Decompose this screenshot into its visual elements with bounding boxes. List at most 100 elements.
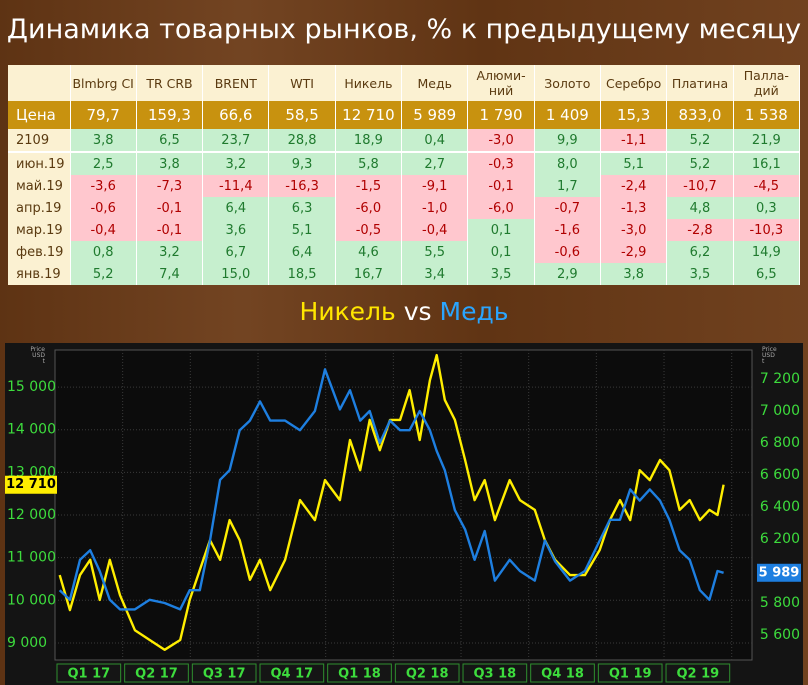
column-header: Золото [534,65,602,101]
y2-tick-label: 7 200 [760,371,800,387]
column-header: BRENT [202,65,270,101]
table-cell: 21,9 [733,129,801,153]
quarter-box [124,663,189,683]
column-header: Blmbrg CI [70,65,137,101]
table-row: май.19 -3,6 -7,3 -11,4 -16,3 -1,5 -9,1 -0,1 1,7-… [8,175,801,197]
table-cell: 6,5 [136,129,204,153]
table-cell: 16,7 [335,263,403,285]
y-tick-label: 12 000 [7,507,56,523]
last-value-label: 12 710 [6,477,56,492]
y2-tick-label: 6 200 [760,531,800,547]
table-cell: -0,3 [467,152,535,175]
table-cell: 3,2 [136,241,204,263]
x-tick-label: Q2 19 [677,667,720,682]
table-cell: 1,7 [534,175,602,197]
table-cell: 5,5 [401,241,469,263]
table-cell: -6,0 [335,197,403,219]
table-cell: 6,5 [733,263,801,285]
table-cell: 15,3 [600,101,668,129]
last-value-box [5,475,57,494]
table-cell: 833,0 [666,101,734,129]
table-cell: 14,9 [733,241,801,263]
y2-tick-label: 6 400 [760,499,800,515]
table-cell: 16,1 [733,152,801,175]
table-cell: 12 710 [335,101,403,129]
x-tick-label: Q3 17 [203,667,246,682]
table-row: апр.19 -0,6 -0,1 6,4 6,3 -6,0 -1,0 -6,0 -0,7 -1,3… [8,197,801,219]
table-cell: -1,3 [600,197,668,219]
x-tick-label: Q4 17 [270,667,313,682]
table-cell: -2,9 [600,241,668,263]
x-tick-label: Q3 18 [473,667,516,682]
table-cell: 3,5 [666,263,734,285]
y-tick-label: 11 000 [7,550,56,566]
x-tick-label: Q2 18 [406,667,449,682]
x-tick-label: Q1 17 [67,667,110,682]
table-cell: -9,1 [401,175,469,197]
table-cell: -0,5 [335,219,403,241]
table-cell: 66,6 [202,101,270,129]
table-cell: -0,4 [401,219,469,241]
table-cell: 1 790 [467,101,535,129]
table-cell: 0,1 [467,241,535,263]
row-label: фев.19 [8,241,71,263]
table-cell: -0,6 [534,241,602,263]
table-cell: -1,0 [401,197,469,219]
quarter-box [462,663,528,683]
table-cell: -10,7 [666,175,734,197]
y2-tick-label: 7 000 [760,403,800,419]
table-cell: 4,6 [335,241,403,263]
table-row: фев.19 0,8 3,2 6,7 6,4 4,6 5,5 0,1 -0,6 -2,9 6,2 14… [8,241,801,263]
plot-area [54,349,753,661]
corner-cell [8,65,71,101]
table-row: июн.19 2,5 3,8 3,2 9,3 5,8 2,7 -0,3 8,0 5,1 5,2 16,… [8,152,801,175]
x-tick-label: Q1 18 [338,667,381,682]
table-cell: 0,4 [401,129,469,153]
table-cell: 159,3 [136,101,204,129]
title-nickel: Никель [299,297,396,326]
table-cell: 6,3 [268,197,336,219]
table-cell: 8,0 [534,152,602,175]
x-tick-label: Q2 17 [135,667,178,682]
table-cell: 5,2 [666,129,734,153]
column-header: Алюми- ний [467,65,535,101]
table-cell: -0,4 [70,219,137,241]
table-cell: 3,8 [70,129,137,153]
table-cell: 3,2 [202,152,270,175]
table-cell: 7,4 [136,263,204,285]
table-cell: -0,1 [136,197,204,219]
market-table: Blmbrg CI TR CRB BRENT WTI Никель Медь Алюми- … [8,65,801,285]
row-label: июн.19 [8,152,71,175]
y2-tick-label: 5 800 [760,595,800,611]
y-tick-label: 15 000 [7,379,56,395]
table-cell: -2,4 [600,175,668,197]
table-row: 2109 3,8 6,5 23,7 28,8 18,9 0,4 -3,0 9,9 -1,1 5,2 2… [8,129,801,153]
series-line [58,353,725,651]
row-label: апр.19 [8,197,71,219]
quarter-box [327,663,392,683]
table-cell: -3,0 [467,129,535,153]
table-cell: 15,0 [202,263,270,285]
column-header: Никель [335,65,403,101]
y-tick-label: 9 000 [7,635,47,651]
axis-label: Price USD t [762,346,777,365]
row-label: 2109 [8,129,71,153]
axis-label: Price USD t [30,346,45,365]
table-cell: 6,7 [202,241,270,263]
table-cell: 2,9 [534,263,602,285]
table-cell: -10,3 [733,219,801,241]
table-cell: -3,0 [600,219,668,241]
table-cell: 4,8 [666,197,734,219]
y2-tick-label: 6 600 [760,467,800,483]
quarter-box [259,663,325,683]
last-value-box [757,563,801,582]
y-tick-label: 14 000 [7,422,56,438]
table-cell: -3,6 [70,175,137,197]
row-label: май.19 [8,175,71,197]
table-row: Цена 79,7 159,3 66,6 58,5 12 710 5 989 1 790 1 4… [8,101,801,129]
table-cell: 0,3 [733,197,801,219]
table-cell: 3,4 [401,263,469,285]
row-label: янв.19 [8,263,71,285]
